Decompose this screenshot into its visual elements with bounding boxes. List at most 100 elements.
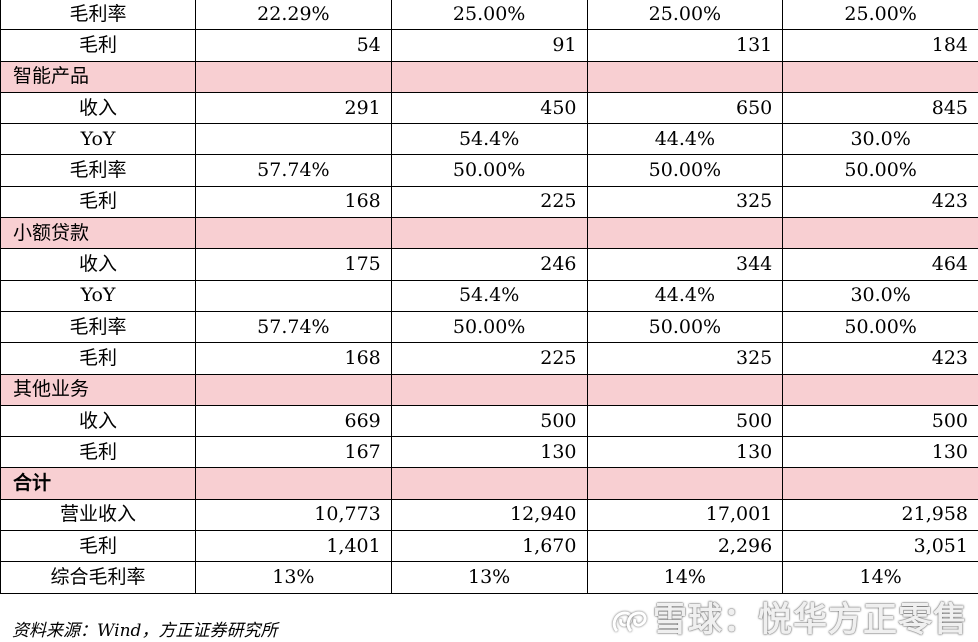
table-cell: 500 [586, 404, 784, 438]
table-cell: 450 [390, 91, 588, 125]
table-cell: 57.74% [195, 154, 392, 187]
table-cell: 325 [586, 185, 784, 219]
section-cell [195, 373, 392, 406]
table-cell: 30.0% [782, 123, 978, 156]
table-cell: 14% [782, 561, 978, 594]
section-row: 小额贷款 [0, 217, 978, 250]
section-cell [586, 60, 784, 93]
table-cell: 3,051 [782, 530, 978, 563]
watermark: 雪球：悦华方正零售 [609, 592, 968, 641]
section-row: 智能产品 [0, 60, 978, 93]
table-cell: 175 [195, 248, 392, 281]
table-row: 毛利率 57.74% 50.00% 50.00% 50.00% [0, 310, 978, 344]
section-label: 其他业务 [0, 373, 196, 406]
section-cell [195, 467, 392, 500]
row-label: 毛利 [0, 185, 196, 219]
row-label: 毛利 [0, 29, 196, 62]
table-row: 收入 291 450 650 845 [0, 91, 978, 125]
table-cell: 130 [782, 436, 978, 469]
table-cell: 22.29% [195, 0, 392, 31]
table-cell: 500 [782, 404, 978, 438]
table-cell: 50.00% [390, 154, 588, 187]
table-cell: 54.4% [390, 123, 588, 156]
section-cell [586, 373, 784, 406]
table-row: 收入 669 500 500 500 [0, 404, 978, 438]
row-label: YoY [0, 279, 196, 312]
row-label: 收入 [0, 404, 196, 438]
table-cell: 344 [586, 248, 784, 281]
table-row: YoY 54.4% 44.4% 30.0% [0, 123, 978, 156]
table-cell [195, 279, 392, 312]
table-cell: 44.4% [586, 123, 784, 156]
table-cell: 168 [195, 342, 392, 375]
source-note: 资料来源：Wind，方正证券研究所 [12, 621, 278, 641]
table-cell: 650 [586, 91, 784, 125]
table-cell: 1,401 [195, 530, 392, 563]
table-cell: 21,958 [782, 498, 978, 532]
section-row: 合计 [0, 467, 978, 500]
table-cell: 12,940 [390, 498, 588, 532]
table-cell: 130 [586, 436, 784, 469]
financial-table: 毛利率 22.29% 25.00% 25.00% 25.00% 毛利 54 91 131 184 智… [0, 0, 978, 594]
table-cell: 50.00% [782, 310, 978, 344]
table-cell: 669 [195, 404, 392, 438]
section-cell [390, 467, 588, 500]
section-cell [586, 467, 784, 500]
table-cell: 500 [390, 404, 588, 438]
table-cell: 50.00% [586, 154, 784, 187]
table-cell: 168 [195, 185, 392, 219]
section-row: 其他业务 [0, 373, 978, 406]
table-cell: 30.0% [782, 279, 978, 312]
table-cell: 54 [195, 29, 392, 62]
section-cell [782, 60, 978, 93]
table-row: 毛利 168 225 325 423 [0, 342, 978, 375]
section-label: 合计 [0, 467, 196, 500]
table-row: 毛利 54 91 131 184 [0, 29, 978, 62]
table-cell: 50.00% [586, 310, 784, 344]
table-row: 营业收入 10,773 12,940 17,001 21,958 [0, 498, 978, 532]
section-label: 小额贷款 [0, 217, 196, 250]
section-cell [390, 373, 588, 406]
table-cell: 845 [782, 91, 978, 125]
section-cell [195, 60, 392, 93]
table-cell: 25.00% [586, 0, 784, 31]
section-cell [782, 467, 978, 500]
table-cell: 423 [782, 342, 978, 375]
table-cell: 91 [390, 29, 588, 62]
table-cell: 54.4% [390, 279, 588, 312]
table-cell: 13% [195, 561, 392, 594]
section-cell [782, 373, 978, 406]
table-cell: 25.00% [782, 0, 978, 31]
table-cell [195, 123, 392, 156]
table-cell: 1,670 [390, 530, 588, 563]
table-row: 毛利 1,401 1,670 2,296 3,051 [0, 530, 978, 563]
table-cell: 325 [586, 342, 784, 375]
snowball-logo-icon [612, 610, 647, 632]
table-cell: 17,001 [586, 498, 784, 532]
row-label: 毛利率 [0, 0, 196, 31]
table-cell: 13% [390, 561, 588, 594]
table-cell: 167 [195, 436, 392, 469]
table-cell: 291 [195, 91, 392, 125]
row-label: 收入 [0, 91, 196, 125]
table-cell: 423 [782, 185, 978, 219]
table-row: 综合毛利率 13% 13% 14% 14% [0, 561, 978, 594]
table-cell: 2,296 [586, 530, 784, 563]
watermark-text: 雪球：悦华方正零售 [653, 600, 968, 640]
row-label: 收入 [0, 248, 196, 281]
table-body: 毛利率 22.29% 25.00% 25.00% 25.00% 毛利 54 91 131 184 智… [0, 0, 978, 594]
table-cell: 225 [390, 185, 588, 219]
table-cell: 464 [782, 248, 978, 281]
row-label: 营业收入 [0, 498, 196, 532]
table-row: 毛利率 22.29% 25.00% 25.00% 25.00% [0, 0, 978, 31]
table-cell: 130 [390, 436, 588, 469]
table-cell: 14% [586, 561, 784, 594]
section-cell [586, 217, 784, 250]
table-cell: 246 [390, 248, 588, 281]
table-cell: 225 [390, 342, 588, 375]
table-cell: 184 [782, 29, 978, 62]
table-cell: 50.00% [782, 154, 978, 187]
table-cell: 131 [586, 29, 784, 62]
row-label: YoY [0, 123, 196, 156]
section-label: 智能产品 [0, 60, 196, 93]
